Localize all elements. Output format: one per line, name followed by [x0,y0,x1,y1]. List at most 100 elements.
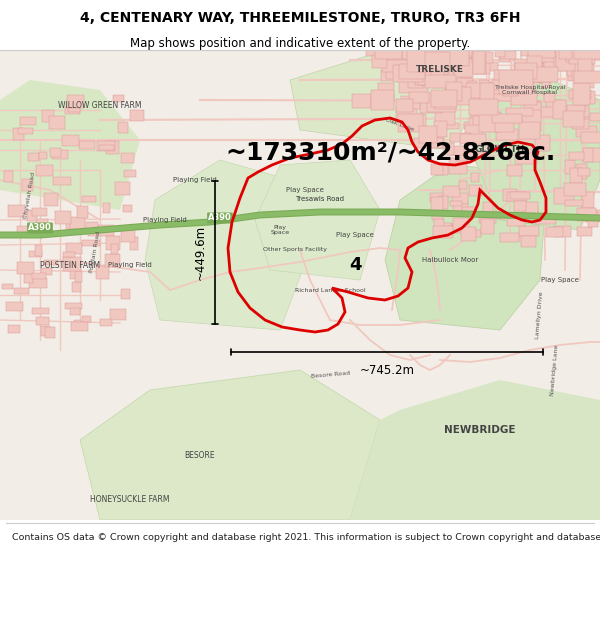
Bar [35,246,43,256]
Bar [568,105,586,112]
Text: Halbullock Moor: Halbullock Moor [422,257,478,263]
Bar [523,207,538,215]
Bar [439,71,452,83]
Bar [554,188,574,204]
Bar [544,93,555,103]
Bar [446,82,462,101]
Bar [480,83,494,107]
Polygon shape [255,160,380,280]
Bar [570,168,583,182]
Bar [122,205,133,211]
Text: GLOWETH: GLOWETH [475,146,525,154]
Bar [431,164,443,175]
Text: Tresawls Road: Tresawls Road [296,196,344,202]
Bar [496,129,518,140]
Bar [17,262,34,274]
Bar [469,185,482,196]
Bar [587,213,598,227]
Bar [490,81,510,94]
Bar [493,114,522,122]
Bar [484,202,493,215]
Bar [448,226,469,232]
Bar [464,149,476,159]
Bar [527,56,542,72]
Bar [479,123,500,131]
Bar [37,219,49,224]
Text: A390: A390 [208,214,232,222]
Bar [86,222,98,229]
Bar [460,134,486,144]
Polygon shape [145,160,310,330]
Bar [569,90,591,99]
Bar [71,322,88,331]
Bar [463,230,481,237]
Bar [445,89,458,96]
Text: 4: 4 [349,256,361,274]
Bar [479,218,496,223]
Bar [475,107,495,114]
Bar [39,152,47,159]
Bar [547,227,563,236]
Bar [130,237,138,250]
Bar [576,126,597,138]
Bar [566,44,589,62]
Bar [494,115,514,132]
Bar [453,200,468,212]
Bar [559,44,572,59]
Bar [511,192,530,199]
Bar [110,309,125,320]
Bar [434,121,446,138]
Bar [439,45,469,66]
Bar [106,141,119,154]
Bar [495,49,505,58]
Bar [409,92,429,103]
Bar [473,116,493,127]
Bar [419,49,445,64]
Text: Playing Field: Playing Field [143,217,187,223]
Bar [499,46,509,61]
Text: BESORE: BESORE [185,451,215,459]
Bar [372,54,387,68]
Bar [452,192,468,204]
Bar [556,49,575,71]
Bar [431,99,451,104]
Bar [532,67,559,82]
Bar [521,46,538,56]
Bar [41,326,50,336]
Bar [572,119,589,129]
Bar [511,91,537,104]
Bar [507,71,517,77]
Bar [493,79,515,90]
Bar [574,83,590,105]
Bar [75,271,82,282]
Bar [49,116,65,129]
Polygon shape [80,370,380,520]
Text: Oak Lane: Oak Lane [385,118,415,132]
Bar [523,81,534,91]
Text: POLSTEIN FARM: POLSTEIN FARM [40,261,100,269]
Bar [442,123,460,129]
Text: HONEYSUCKLE FARM: HONEYSUCKLE FARM [90,496,170,504]
Bar [27,210,37,221]
Bar [106,254,120,267]
Bar [506,107,533,116]
Bar [456,153,468,161]
Bar [32,308,49,314]
Text: WILLOW GREEN FARM: WILLOW GREEN FARM [58,101,142,109]
Bar [554,226,571,237]
Polygon shape [475,80,600,230]
Bar [563,110,575,117]
Bar [55,211,71,224]
Text: Play Space: Play Space [336,232,374,238]
Bar [65,217,76,229]
Bar [32,208,47,216]
Bar [585,210,600,222]
Bar [440,92,469,103]
Bar [352,94,371,108]
Text: Other Sports Facility: Other Sports Facility [263,248,327,252]
Bar [407,49,425,72]
Bar [493,91,521,101]
Bar [547,53,568,64]
Bar [36,165,53,176]
Bar [41,268,52,275]
